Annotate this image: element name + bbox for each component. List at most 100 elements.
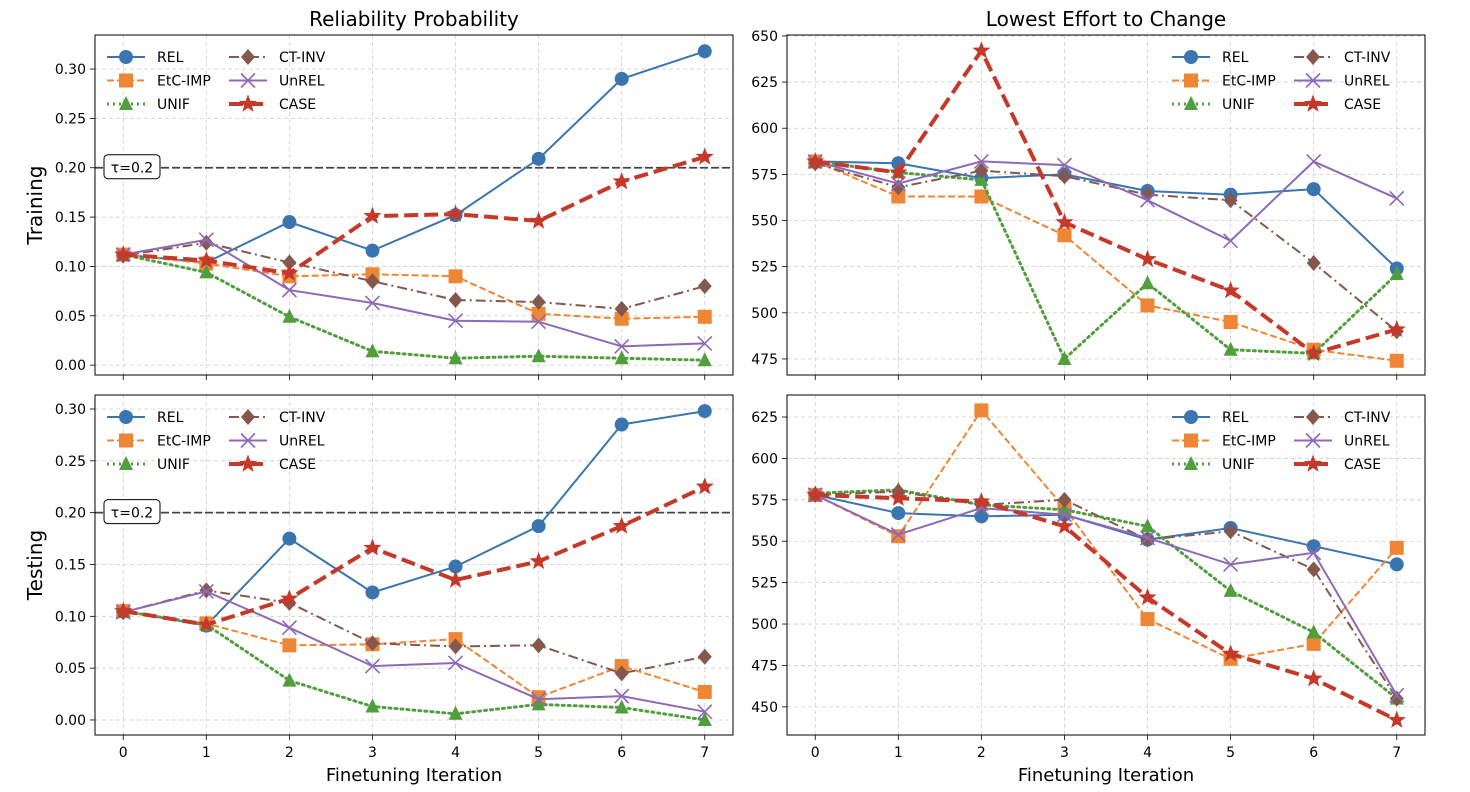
data-point-case (1138, 588, 1157, 606)
data-point-case (972, 492, 991, 510)
y-tick-label: 0.25 (55, 111, 86, 127)
data-point-case (529, 551, 548, 570)
data-point-case (363, 538, 382, 556)
data-point-rel (282, 215, 297, 230)
threshold-label-box (103, 499, 161, 525)
x-tick-label: 5 (1226, 745, 1235, 761)
data-point-unrel (1056, 507, 1073, 523)
data-point-etc-imp (282, 638, 297, 653)
data-point-ct-inv (448, 291, 463, 308)
data-point-ct-inv (1223, 192, 1238, 209)
data-point-unrel (614, 688, 630, 704)
legend-item-ct-inv: CT-INV (229, 409, 326, 426)
data-point-case (612, 516, 631, 534)
legend-item-unif: UNIF (107, 456, 190, 473)
data-point-unrel (364, 295, 381, 311)
legend-marker (119, 73, 133, 88)
data-point-case (972, 41, 991, 59)
data-point-etc-imp (1057, 228, 1072, 243)
legend-marker (240, 72, 256, 89)
legend-item-unrel: UnREL (229, 72, 325, 90)
data-point-unrel (1306, 153, 1322, 170)
legend-marker (1304, 454, 1322, 472)
y-tick-label: 450 (751, 700, 778, 716)
data-point-unif (282, 672, 297, 687)
data-point-case (363, 206, 382, 224)
axes-frame (786, 394, 1426, 736)
data-point-unrel (198, 583, 214, 599)
y-tick-label: 0.00 (55, 358, 86, 374)
data-point-unrel (281, 620, 297, 636)
legend-marker (1184, 73, 1198, 88)
legend-label: CASE (1344, 457, 1381, 473)
series-line-ct-inv (122, 589, 705, 675)
legend-label: CT-INV (279, 50, 326, 66)
y-tick-label: 475 (751, 352, 778, 368)
data-point-case (806, 485, 825, 503)
threshold-label: τ=0.2 (111, 506, 153, 522)
data-point-rel (614, 417, 629, 432)
legend-label: CASE (279, 457, 316, 473)
data-point-ct-inv (1223, 523, 1238, 540)
subplot-1: 475 500 525 550 575 600 625 650 Lowest Effort to… (751, 7, 1426, 380)
series-line-unif (121, 609, 707, 722)
y-tick-label: 0.10 (55, 259, 86, 275)
data-point-case (1221, 281, 1240, 299)
data-point-etc-imp (891, 189, 906, 204)
y-tick-label: 0.20 (55, 161, 86, 177)
chart-title: Lowest Effort to Change (986, 7, 1226, 31)
data-point-etc-imp (697, 309, 712, 324)
legend-item-ct-inv: CT-INV (229, 49, 326, 66)
legend-label: UNIF (1222, 97, 1255, 113)
data-point-rel (891, 506, 906, 521)
data-point-case (1304, 343, 1323, 362)
data-point-unif (1306, 624, 1321, 639)
data-point-case (889, 163, 908, 181)
legend: REL EtC-IMP UNIF CT-INV UnREL CASE (107, 409, 326, 473)
data-point-ct-inv (1389, 690, 1404, 707)
legend-marker (1305, 432, 1321, 449)
legend-marker (119, 410, 133, 424)
data-point-ct-inv (614, 665, 629, 682)
legend-item-ct-inv: CT-INV (1294, 49, 1391, 66)
data-point-unif (448, 705, 463, 720)
data-point-etc-imp (1306, 636, 1321, 651)
legend-item-rel: REL (107, 410, 184, 426)
legend: REL EtC-IMP UNIF CT-INV UnREL CASE (1172, 49, 1391, 113)
x-tick-label: 1 (202, 745, 211, 761)
data-point-etc-imp (1389, 540, 1404, 555)
data-point-unif (697, 352, 712, 367)
legend-marker (1184, 96, 1198, 110)
series-line-unif (813, 159, 1399, 362)
x-tick-label: 1 (894, 745, 903, 761)
legend-marker (119, 433, 133, 448)
subplot-3: 0 1 2 3 4 5 6 7 450 475 500 525 550 575 600 625 Finetuni… (751, 394, 1426, 786)
data-point-case (1387, 319, 1406, 338)
legend: REL EtC-IMP UNIF CT-INV UnREL CASE (107, 49, 326, 113)
legend-marker (240, 432, 256, 449)
data-point-ct-inv (531, 637, 546, 654)
series-line-unif (121, 253, 707, 362)
legend-marker (1306, 409, 1320, 425)
x-tick-label: 2 (977, 745, 986, 761)
y-tick-label: 575 (751, 167, 778, 183)
data-point-etc-imp (1140, 298, 1155, 313)
legend-label: UnREL (279, 74, 325, 90)
data-point-case (889, 488, 908, 506)
legend-item-unif: UNIF (107, 96, 190, 113)
y-tick-label: 625 (751, 75, 778, 91)
data-point-case (1138, 249, 1157, 267)
legend-label: REL (1222, 410, 1249, 426)
y-tick-label: 525 (751, 576, 778, 592)
data-point-unif (282, 308, 297, 323)
legend-item-rel: REL (1172, 50, 1249, 66)
legend-label: EtC-IMP (1222, 74, 1276, 90)
y-tick-label: 0.30 (55, 402, 86, 418)
data-point-case (1055, 516, 1074, 534)
legend-label: EtC-IMP (157, 74, 211, 90)
series-line-ct-inv (815, 490, 1398, 700)
x-tick-label: 6 (1309, 745, 1318, 761)
data-point-unif (1057, 350, 1072, 365)
data-point-unrel (697, 704, 713, 720)
